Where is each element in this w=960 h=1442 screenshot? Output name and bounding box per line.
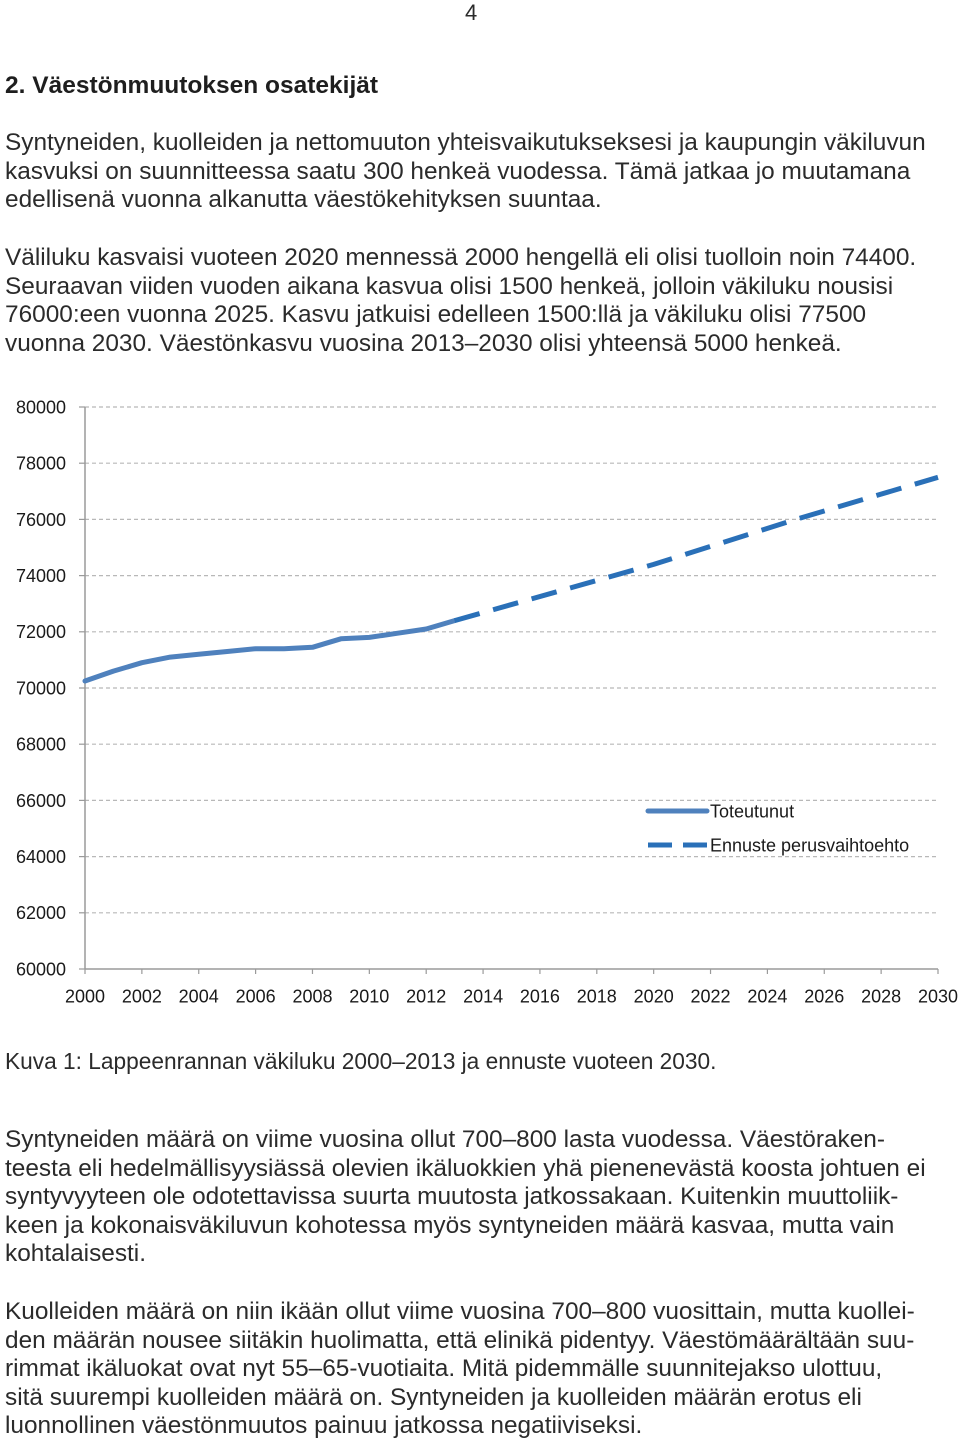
data-point-actual	[395, 630, 401, 636]
x-tick-label: 2022	[690, 987, 730, 1007]
x-tick-label: 2010	[349, 987, 389, 1007]
y-tick-label: 66000	[16, 791, 66, 811]
paragraph-line: Seuraavan viiden vuoden aikana kasvua ol…	[5, 272, 894, 300]
series-line-forecast	[453, 474, 939, 624]
x-tick-label: 2024	[747, 987, 787, 1007]
data-point-actual	[139, 660, 145, 666]
paragraph-line: Syntyneiden, kuolleiden ja nettomuuton y…	[5, 129, 926, 156]
x-tick-label: 2000	[65, 987, 105, 1007]
legend: Toteutunut Ennuste perusvaihtoehto	[645, 802, 909, 856]
paragraph-line: edellisenä vuonna alkanutta väestökehity…	[5, 186, 602, 213]
x-tick-label: 2012	[406, 987, 446, 1007]
x-tick-label: 2030	[918, 987, 958, 1007]
data-point-forecast	[793, 516, 799, 522]
x-tick-label: 2002	[122, 987, 162, 1007]
x-tick-label: 2014	[463, 987, 503, 1007]
y-tick-label: 80000	[16, 397, 66, 417]
figure-caption: Kuva 1: Lappeenrannan väkiluku 2000–2013…	[5, 1048, 717, 1074]
paragraph-line: rimmat ikäluokat ovat nyt 55–65-vuotiait…	[5, 1355, 883, 1382]
paragraph-line: Kuolleiden määrä on niin ikään ollut vii…	[5, 1298, 915, 1325]
data-point-forecast	[935, 474, 941, 480]
paragraph-line: den määrän nousee siitäkin huolimatta, e…	[5, 1326, 915, 1354]
y-tick-label: 62000	[16, 903, 66, 923]
paragraph-line: sitä suurempi kuolleiden määrä on. Synty…	[5, 1383, 862, 1411]
data-point-actual	[110, 668, 116, 674]
page-number: 4	[465, 0, 478, 25]
y-tick-label: 74000	[16, 566, 66, 586]
paragraph-births: Syntyneiden määrä on viime vuosina ollut…	[5, 1126, 945, 1269]
gridlines	[85, 406, 938, 914]
y-tick-label: 68000	[16, 735, 66, 755]
data-point-actual	[253, 646, 259, 652]
x-tick-label: 2028	[861, 987, 901, 1007]
paragraph-deaths: Kuolleiden määrä on niin ikään ollut vii…	[5, 1298, 945, 1441]
paragraph-line: syntyvyyteen ole odotettavissa suurta mu…	[5, 1183, 899, 1210]
paragraph-line: luonnollinen väestönmuutos painuu jatkos…	[5, 1412, 643, 1439]
section-heading: 2. Väestönmuutoksen osatekijät	[5, 72, 379, 99]
y-tick-label: 70000	[16, 678, 66, 698]
paragraph-line: keen ja kokonaisväkiluvun kohotessa myös…	[5, 1211, 895, 1239]
data-point-actual	[82, 678, 88, 684]
data-point-actual	[167, 654, 173, 660]
data-point-actual	[423, 626, 429, 632]
data-point-actual	[310, 644, 316, 650]
legend-label-actual: Toteutunut	[710, 802, 794, 822]
paragraph-line: Syntyneiden määrä on viime vuosina ollut…	[5, 1126, 885, 1153]
y-tick-label: 78000	[16, 454, 66, 474]
axes	[79, 406, 939, 974]
paragraph-line: vuonna 2030. Väestönkasvu vuosina 2013–2…	[5, 329, 842, 357]
y-tick-label: 64000	[16, 847, 66, 867]
data-point-actual	[281, 646, 287, 652]
x-tick-label: 2004	[179, 987, 219, 1007]
x-tick-label: 2026	[804, 987, 844, 1007]
y-tick-label: 72000	[16, 622, 66, 642]
data-point-actual	[338, 636, 344, 642]
data-point-actual	[366, 634, 372, 640]
paragraph-forecast: Väliluku kasvaisi vuoteen 2020 mennessä …	[5, 244, 945, 358]
paragraph-line: teesta eli hedelmällisyysiässä olevien i…	[5, 1154, 926, 1182]
x-tick-label: 2006	[236, 987, 276, 1007]
paragraph-line: kasvuksi on suunnitteessa saatu 300 henk…	[5, 157, 911, 185]
tick-labels: 60000 62000 64000 66000 68000 70000 72000 74000…	[16, 397, 958, 1006]
paragraph-line: Väliluku kasvaisi vuoteen 2020 mennessä …	[5, 244, 917, 271]
data-point-actual	[224, 649, 230, 655]
series-line-actual	[82, 618, 458, 684]
legend-label-forecast: Ennuste perusvaihtoehto	[710, 836, 909, 856]
paragraph-intro: Syntyneiden, kuolleiden ja nettomuuton y…	[5, 129, 945, 215]
paragraph-line: kohtalaisesti.	[5, 1240, 146, 1267]
y-tick-label: 60000	[16, 959, 66, 979]
x-tick-label: 2018	[577, 987, 617, 1007]
y-tick-label: 76000	[16, 510, 66, 530]
series	[82, 474, 941, 684]
x-tick-label: 2016	[520, 987, 560, 1007]
x-tick-label: 2020	[634, 987, 674, 1007]
data-point-forecast	[651, 561, 657, 567]
x-tick-label: 2008	[292, 987, 332, 1007]
data-point-forecast	[452, 618, 458, 624]
data-point-actual	[196, 651, 202, 657]
population-line-chart: 60000 62000 64000 66000 68000 70000 72000 74000…	[16, 397, 958, 1006]
paragraph-line: 76000:een vuonna 2025. Kasvu jatkuisi ed…	[5, 301, 867, 328]
